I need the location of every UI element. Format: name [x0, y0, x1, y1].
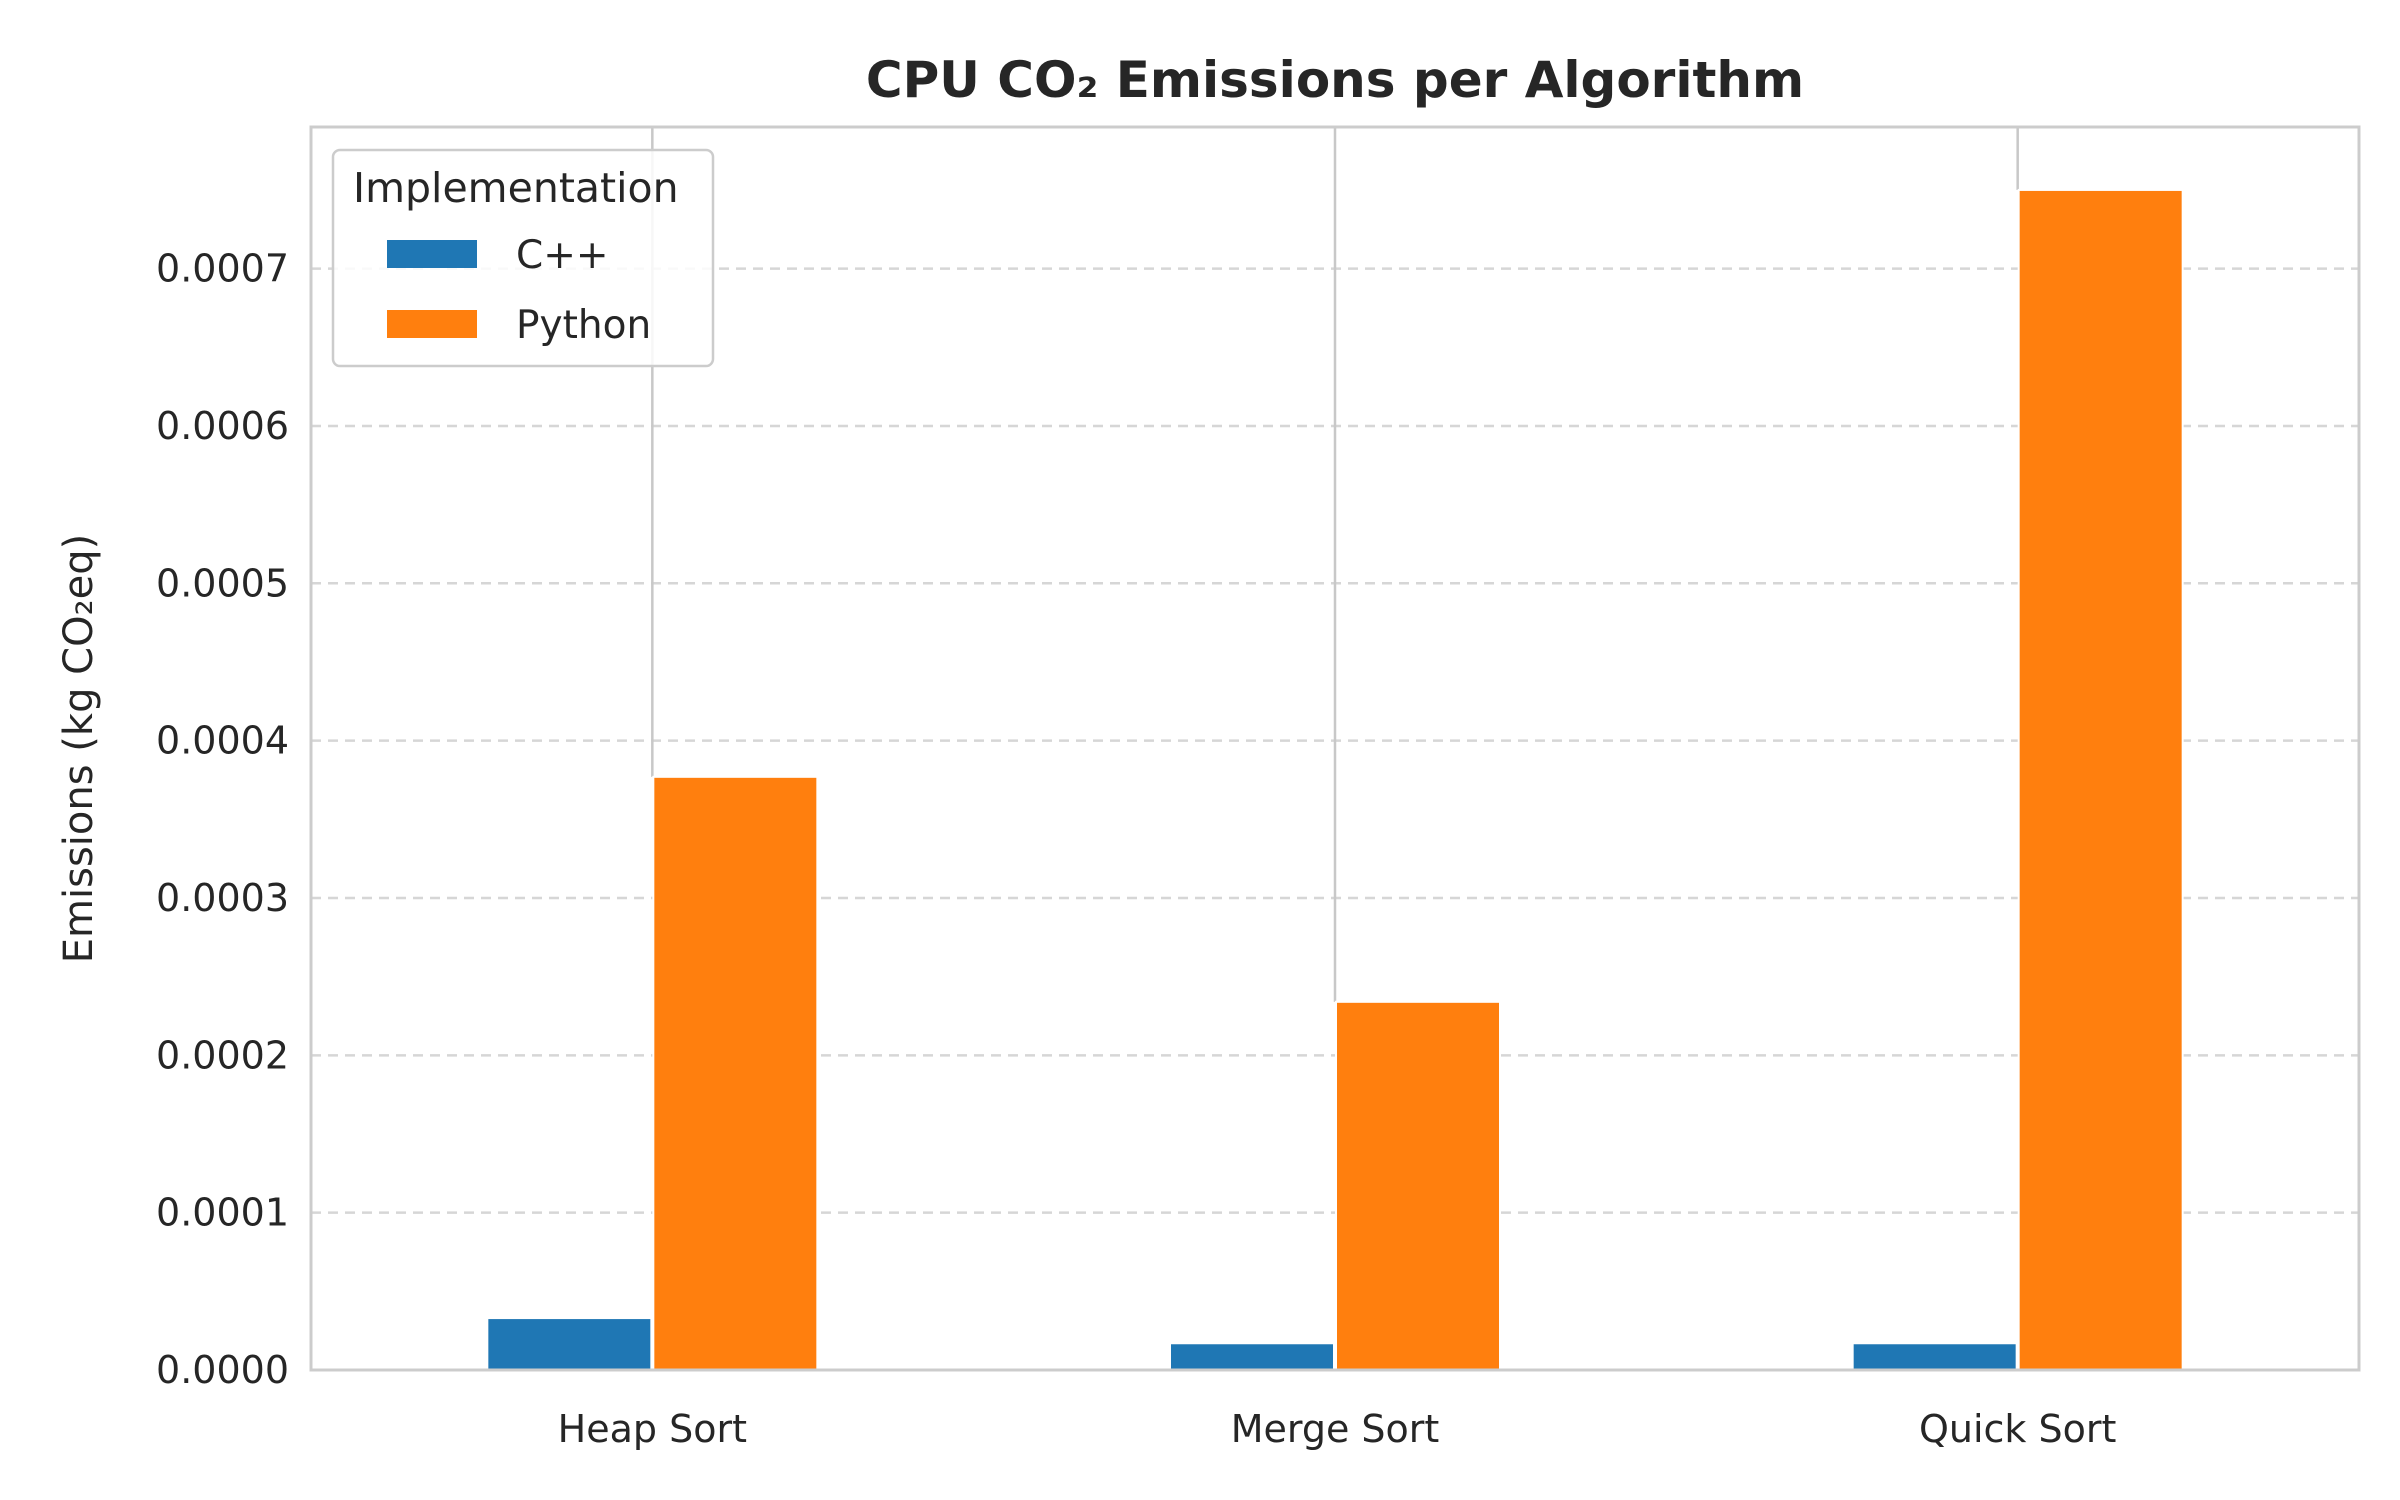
y-tick-label: 0.0001 [156, 1191, 289, 1235]
bar-c--merge-sort [1169, 1342, 1335, 1372]
legend-label: C++ [516, 233, 609, 278]
y-axis-label: Emissions (kg CO₂eq) [56, 534, 102, 963]
legend-swatch-python [387, 310, 477, 338]
x-tick-label: Quick Sort [1919, 1407, 2116, 1451]
y-tick-label: 0.0006 [156, 404, 289, 448]
bars [486, 188, 2184, 1372]
legend-label: Python [516, 303, 651, 348]
y-tick-label: 0.0005 [156, 561, 289, 605]
y-tick-label: 0.0003 [156, 876, 289, 920]
y-tick-label: 0.0002 [156, 1033, 289, 1077]
bar-python-heap-sort [652, 775, 819, 1371]
bar-c--heap-sort [486, 1317, 653, 1372]
chart-title: CPU CO₂ Emissions per Algorithm [866, 51, 1804, 109]
error-lines [651, 127, 2019, 1002]
x-tick-label: Heap Sort [558, 1407, 747, 1451]
x-tick-labels: Heap Sort Merge Sort Quick Sort [558, 1407, 2117, 1451]
plot-frame [309, 125, 2361, 1372]
legend-swatch-c- [387, 240, 477, 268]
legend-title: Implementation [353, 164, 679, 212]
y-tick-label: 0.0000 [156, 1348, 289, 1392]
x-tick-label: Merge Sort [1231, 1407, 1440, 1451]
y-tick-labels: 0.0000 0.0001 0.0002 0.0003 0.0004 0.0005 0.00… [156, 247, 289, 1392]
bar-c--quick-sort [1851, 1342, 2018, 1372]
bar-python-quick-sort [2017, 188, 2184, 1371]
legend-items: C++ Python [387, 233, 651, 348]
y-tick-label: 0.0007 [156, 247, 289, 291]
legend: Implementation C++ Python [331, 148, 715, 368]
bar-python-merge-sort [1335, 1000, 1501, 1371]
y-tick-label: 0.0004 [156, 719, 289, 763]
